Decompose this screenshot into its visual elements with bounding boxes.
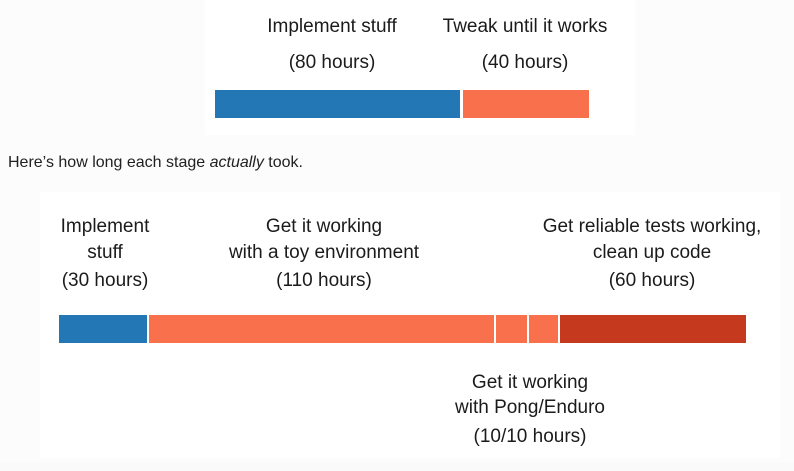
intro-text-after: took. bbox=[263, 154, 303, 171]
expected-implement-label: Implement stuff bbox=[267, 16, 397, 37]
actual-tests-hours: (60 hours) bbox=[608, 270, 696, 291]
expected-tweak-label: Tweak until it works bbox=[442, 16, 608, 37]
actual-implement-label-line1: Implement bbox=[60, 216, 150, 237]
actual-time-chart: Implement stuff (30 hours) Get it workin… bbox=[40, 192, 780, 458]
actual-implement-hours: (30 hours) bbox=[61, 270, 149, 291]
intro-text-italic: actually bbox=[209, 154, 264, 171]
actual-toyenv-hours: (110 hours) bbox=[276, 270, 372, 291]
expected-implement-hours: (80 hours) bbox=[288, 52, 376, 73]
expected-bar-tweak-segment bbox=[463, 90, 589, 118]
actual-pong-label-line2: with Pong/Enduro bbox=[455, 397, 605, 418]
intro-text-before: Here’s how long each stage bbox=[8, 154, 210, 171]
actual-toyenv-label-line2: with a toy environment bbox=[228, 242, 420, 263]
page-bottom-strip bbox=[0, 462, 794, 471]
actual-pong-hours: (10/10 hours) bbox=[473, 426, 587, 447]
actual-tests-label-line1: Get reliable tests working, bbox=[542, 216, 762, 237]
intro-text: Here’s how long each stage actually took… bbox=[8, 152, 303, 174]
actual-bar-toyenv-segment bbox=[149, 315, 494, 343]
actual-bar-enduro-segment bbox=[529, 315, 558, 343]
actual-pong-label-line1: Get it working bbox=[471, 372, 589, 393]
actual-bar-implement-segment bbox=[59, 315, 147, 343]
actual-implement-label-line2: stuff bbox=[87, 242, 123, 263]
actual-bar-tests-segment bbox=[560, 315, 746, 343]
actual-toyenv-label-line1: Get it working bbox=[265, 216, 383, 237]
actual-bar-pong-segment bbox=[496, 315, 527, 343]
expected-tweak-hours: (40 hours) bbox=[481, 52, 569, 73]
actual-tests-label-line2: clean up code bbox=[592, 242, 712, 263]
expected-time-chart: Implement stuff (80 hours) Tweak until i… bbox=[205, 0, 635, 135]
expected-bar-implement-segment bbox=[215, 90, 460, 118]
